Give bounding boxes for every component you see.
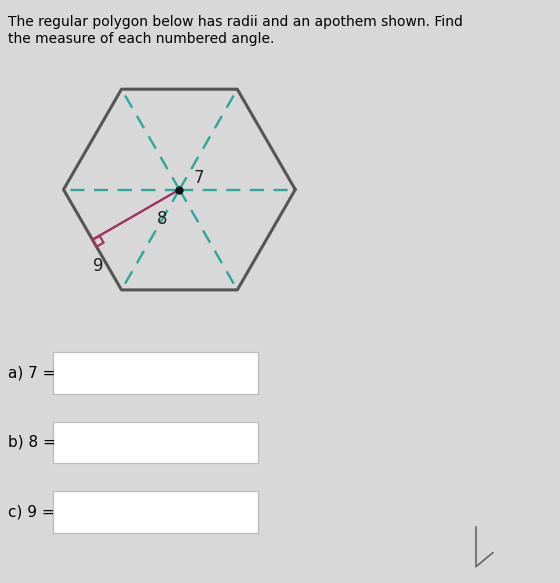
Text: b) 8 =: b) 8 =	[8, 435, 56, 450]
Text: 8: 8	[157, 209, 168, 227]
Text: 7: 7	[193, 169, 204, 187]
Text: a) 7 =: a) 7 =	[8, 365, 56, 380]
Text: 9: 9	[93, 257, 104, 275]
Text: The regular polygon below has radii and an apothem shown. Find: The regular polygon below has radii and …	[8, 15, 463, 29]
Text: c) 9 =: c) 9 =	[8, 505, 55, 520]
Text: the measure of each numbered angle.: the measure of each numbered angle.	[8, 32, 275, 46]
